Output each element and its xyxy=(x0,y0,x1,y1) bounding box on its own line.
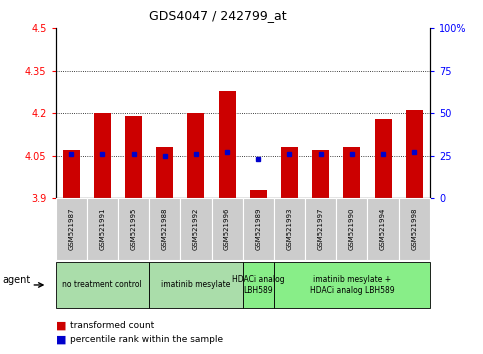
Bar xyxy=(374,119,392,198)
Text: GSM521989: GSM521989 xyxy=(256,208,261,251)
Text: GSM521991: GSM521991 xyxy=(99,208,105,251)
Text: transformed count: transformed count xyxy=(70,321,154,330)
Text: GSM521997: GSM521997 xyxy=(318,208,324,251)
Text: percentile rank within the sample: percentile rank within the sample xyxy=(70,335,223,344)
Bar xyxy=(125,116,142,198)
Text: GSM521993: GSM521993 xyxy=(286,208,293,251)
Bar xyxy=(156,147,173,198)
Text: ■: ■ xyxy=(56,321,66,331)
Text: agent: agent xyxy=(2,275,30,285)
Text: imatinib mesylate +
HDACi analog LBH589: imatinib mesylate + HDACi analog LBH589 xyxy=(310,275,394,295)
Bar xyxy=(94,113,111,198)
Text: imatinib mesylate: imatinib mesylate xyxy=(161,280,230,290)
Bar xyxy=(343,147,360,198)
Text: GSM521998: GSM521998 xyxy=(411,208,417,251)
Text: GDS4047 / 242799_at: GDS4047 / 242799_at xyxy=(149,9,286,22)
Bar xyxy=(187,113,204,198)
Text: GSM521990: GSM521990 xyxy=(349,208,355,251)
Bar xyxy=(63,150,80,198)
Bar xyxy=(218,91,236,198)
Text: HDACi analog
LBH589: HDACi analog LBH589 xyxy=(232,275,284,295)
Text: GSM521987: GSM521987 xyxy=(68,208,74,251)
Bar xyxy=(406,110,423,198)
Bar xyxy=(312,150,329,198)
Bar xyxy=(281,147,298,198)
Text: GSM521988: GSM521988 xyxy=(162,208,168,251)
Text: ■: ■ xyxy=(56,335,66,345)
Text: GSM521994: GSM521994 xyxy=(380,208,386,250)
Text: GSM521996: GSM521996 xyxy=(224,208,230,251)
Bar xyxy=(250,190,267,198)
Text: GSM521995: GSM521995 xyxy=(130,208,137,250)
Text: GSM521992: GSM521992 xyxy=(193,208,199,250)
Text: no treatment control: no treatment control xyxy=(62,280,142,290)
